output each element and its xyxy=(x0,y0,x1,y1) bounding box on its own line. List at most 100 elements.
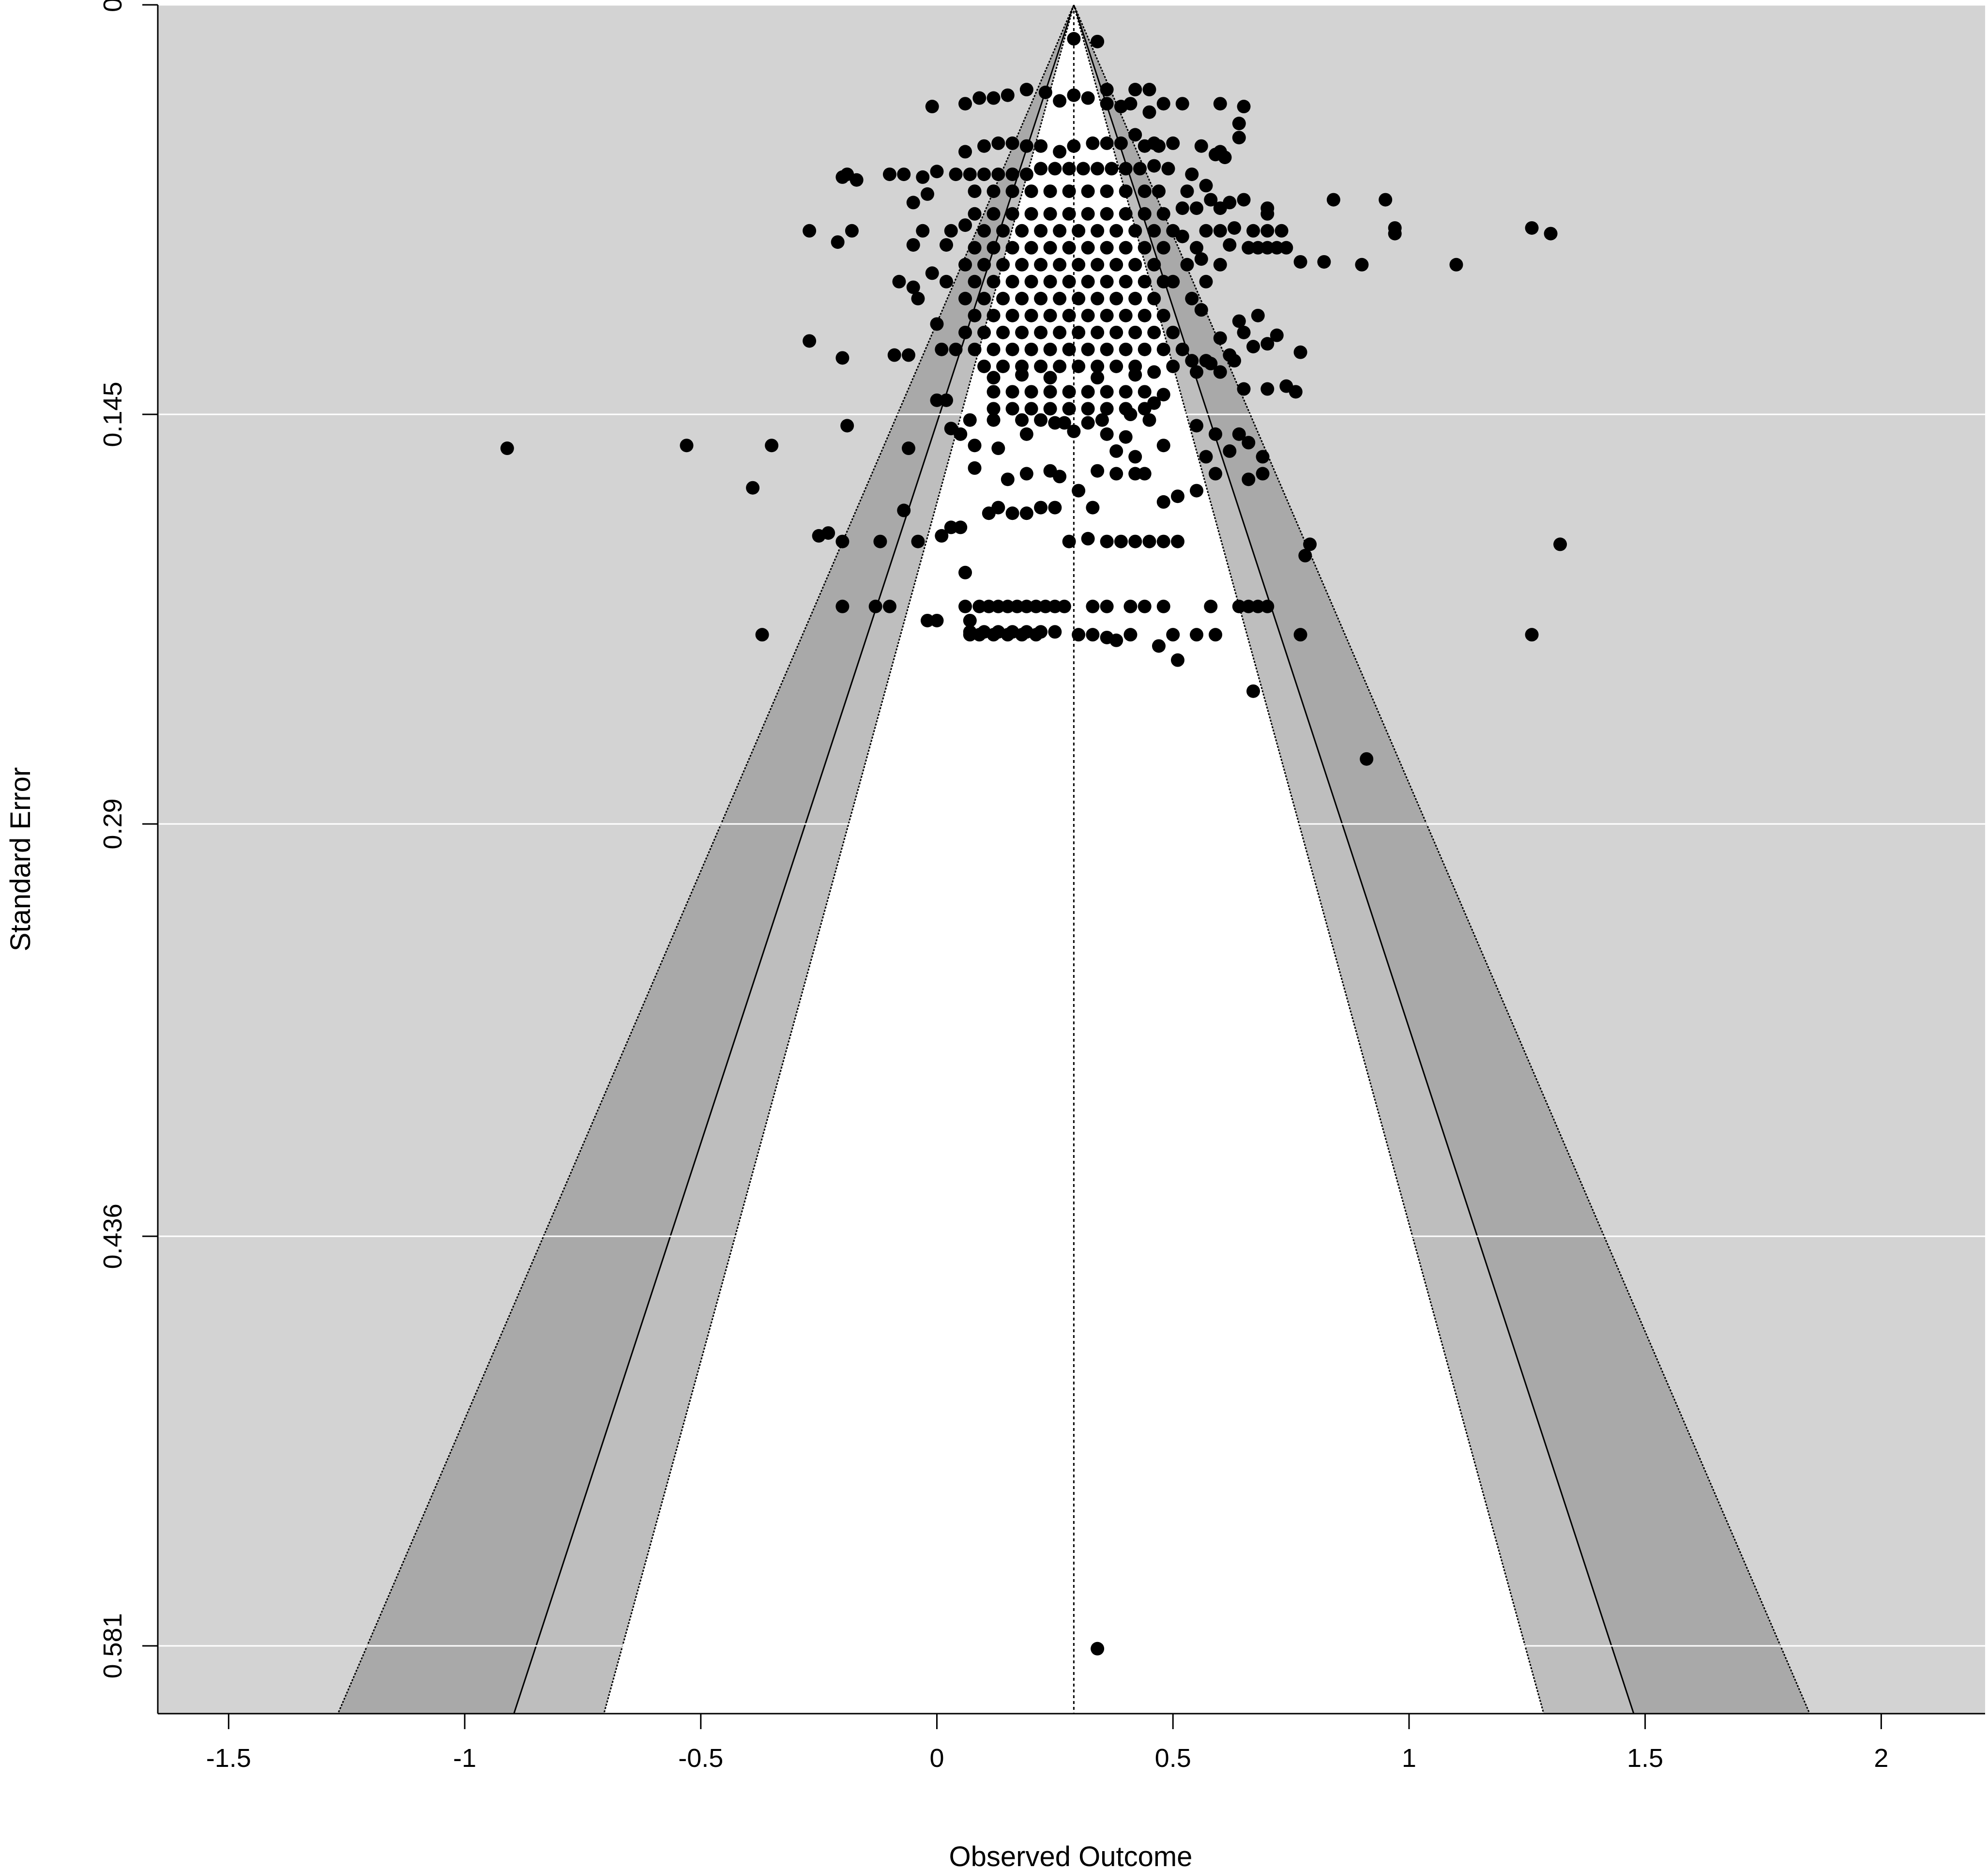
y-tick-label-2: 0.29 xyxy=(98,799,127,850)
data-point-330 xyxy=(986,241,1001,255)
data-point-279 xyxy=(949,167,963,182)
data-point-431 xyxy=(1180,258,1194,272)
data-point-173 xyxy=(1100,402,1114,416)
data-point-61 xyxy=(1048,625,1062,639)
data-point-0 xyxy=(500,441,514,456)
data-point-294 xyxy=(1161,162,1175,176)
data-point-365 xyxy=(1015,291,1029,305)
data-point-206 xyxy=(1260,241,1275,255)
data-point-425 xyxy=(906,280,920,294)
data-point-433 xyxy=(1213,331,1227,345)
data-point-156 xyxy=(1256,450,1270,464)
data-point-290 xyxy=(1105,162,1119,176)
y-tick-label-3: 0.436 xyxy=(98,1203,127,1269)
data-point-260 xyxy=(1067,88,1081,102)
data-point-158 xyxy=(1005,385,1019,399)
data-point-266 xyxy=(977,139,991,153)
x-tick-label-5: 1 xyxy=(1402,1744,1416,1773)
data-point-9 xyxy=(835,534,850,548)
data-point-313 xyxy=(1100,207,1114,221)
y-tick-label-0: 0 xyxy=(98,0,127,12)
data-point-253 xyxy=(958,97,972,111)
data-point-3 xyxy=(746,481,760,495)
data-point-412 xyxy=(1034,359,1048,373)
data-point-325 xyxy=(1109,224,1123,238)
data-point-87 xyxy=(1260,599,1275,613)
data-point-403 xyxy=(1081,342,1095,356)
data-point-194 xyxy=(1260,337,1275,351)
data-point-20 xyxy=(882,599,896,613)
data-point-417 xyxy=(1128,359,1142,373)
data-point-51 xyxy=(1029,599,1043,613)
data-point-21 xyxy=(897,503,911,517)
data-point-66 xyxy=(1015,628,1029,642)
data-point-135 xyxy=(1048,416,1062,430)
data-point-280 xyxy=(963,167,977,182)
data-point-394 xyxy=(1147,325,1161,339)
data-point-88 xyxy=(1246,684,1260,698)
data-point-193 xyxy=(1246,340,1260,353)
data-point-257 xyxy=(1019,83,1033,97)
data-point-22 xyxy=(901,441,915,456)
data-point-11 xyxy=(840,419,854,433)
data-point-377 xyxy=(1043,308,1057,322)
data-point-151 xyxy=(1209,427,1223,441)
data-point-8 xyxy=(821,526,835,540)
data-point-409 xyxy=(977,359,991,373)
data-point-304 xyxy=(1138,184,1152,198)
data-point-293 xyxy=(1147,159,1161,173)
data-point-183 xyxy=(1185,354,1199,368)
data-point-120 xyxy=(1109,467,1123,481)
data-point-301 xyxy=(1081,184,1095,198)
data-point-147 xyxy=(1095,413,1109,427)
data-point-271 xyxy=(1053,145,1067,159)
data-point-327 xyxy=(1147,224,1161,238)
data-point-31 xyxy=(906,238,920,252)
data-point-185 xyxy=(1213,365,1227,379)
data-point-53 xyxy=(1048,599,1062,613)
data-point-276 xyxy=(1128,128,1142,142)
data-point-258 xyxy=(1038,85,1052,99)
data-point-275 xyxy=(1114,136,1128,150)
y-axis-title: Standard Error xyxy=(5,767,36,951)
data-point-208 xyxy=(1223,238,1237,252)
data-point-187 xyxy=(1237,382,1251,396)
data-point-71 xyxy=(1109,633,1123,647)
data-point-371 xyxy=(1128,291,1142,305)
data-point-244 xyxy=(1232,117,1246,131)
data-point-408 xyxy=(1175,342,1189,356)
data-point-261 xyxy=(1081,91,1095,105)
data-point-182 xyxy=(1147,365,1161,379)
data-point-236 xyxy=(1232,131,1246,145)
data-point-341 xyxy=(977,258,991,272)
data-point-416 xyxy=(1109,359,1123,373)
data-point-130 xyxy=(1156,439,1170,453)
data-point-410 xyxy=(996,359,1010,373)
data-point-390 xyxy=(1072,325,1086,339)
data-point-108 xyxy=(1156,534,1170,548)
data-point-50 xyxy=(1019,599,1033,613)
data-point-94 xyxy=(1553,537,1567,551)
data-point-248 xyxy=(1142,83,1156,97)
data-point-102 xyxy=(1072,484,1086,498)
data-point-259 xyxy=(1053,94,1067,108)
data-point-256 xyxy=(1001,88,1015,102)
x-tick-label-1: -1 xyxy=(453,1744,476,1773)
data-point-226 xyxy=(1525,221,1539,235)
data-point-191 xyxy=(1223,348,1237,362)
data-point-180 xyxy=(1091,371,1105,385)
data-point-126 xyxy=(1242,472,1256,487)
data-point-141 xyxy=(963,413,977,427)
data-point-43 xyxy=(958,599,972,613)
data-point-90 xyxy=(1360,752,1374,766)
data-point-177 xyxy=(986,371,1001,385)
data-point-407 xyxy=(1156,342,1170,356)
data-point-405 xyxy=(1119,342,1133,356)
data-point-264 xyxy=(1123,97,1138,111)
data-point-399 xyxy=(1005,342,1019,356)
data-point-170 xyxy=(1043,402,1057,416)
data-point-23 xyxy=(911,534,925,548)
data-point-95 xyxy=(1091,1642,1105,1656)
data-point-238 xyxy=(1209,148,1223,162)
data-point-33 xyxy=(930,317,944,331)
